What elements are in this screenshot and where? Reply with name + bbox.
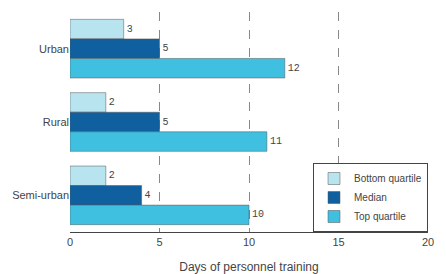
svg-text:Top quartile: Top quartile — [354, 211, 406, 222]
svg-text:Semi-urban: Semi-urban — [12, 189, 69, 201]
svg-text:Bottom quartile: Bottom quartile — [354, 173, 422, 184]
svg-text:3: 3 — [127, 24, 133, 35]
svg-text:Urban: Urban — [39, 43, 69, 55]
svg-text:20: 20 — [422, 236, 434, 248]
svg-text:Median: Median — [354, 192, 387, 203]
svg-text:5: 5 — [156, 236, 162, 248]
svg-text:15: 15 — [332, 236, 344, 248]
svg-text:5: 5 — [163, 43, 169, 54]
svg-text:2: 2 — [109, 97, 115, 108]
svg-text:5: 5 — [163, 117, 169, 128]
svg-text:0: 0 — [67, 236, 73, 248]
svg-text:2: 2 — [109, 170, 115, 181]
svg-text:10: 10 — [243, 236, 255, 248]
svg-text:Rural: Rural — [43, 116, 69, 128]
svg-text:Days of personnel training: Days of personnel training — [179, 260, 318, 274]
svg-text:11: 11 — [270, 136, 282, 147]
svg-text:10: 10 — [252, 209, 264, 220]
svg-text:4: 4 — [145, 190, 151, 201]
svg-text:12: 12 — [288, 63, 300, 74]
